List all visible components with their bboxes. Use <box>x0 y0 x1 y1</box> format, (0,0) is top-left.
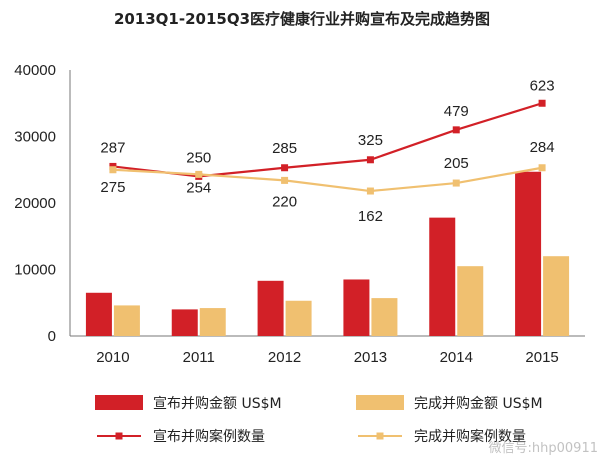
bar-announced-2010 <box>85 292 112 336</box>
legend-label: 宣布并购案例数量 <box>153 428 265 445</box>
watermark: 微信号:hhp00911 <box>489 441 598 456</box>
x-tick-label: 2014 <box>440 349 473 366</box>
completed-count-label: 220 <box>272 193 297 210</box>
chart-title: 2013Q1-2015Q3医疗健康行业并购宣布及完成趋势图 <box>113 10 491 28</box>
completed-count-point-2015 <box>538 164 546 172</box>
bar-announced-2014 <box>429 217 456 336</box>
legend-swatch <box>356 395 404 410</box>
completed-count-line <box>112 166 543 193</box>
completed-count-point-2013 <box>366 187 374 195</box>
y-tick-label: 0 <box>48 328 56 345</box>
announced-count-label: 479 <box>444 103 469 120</box>
y-tick-label: 10000 <box>14 262 56 279</box>
x-tick-label: 2015 <box>525 349 558 366</box>
completed-count-point-2011 <box>195 170 203 178</box>
completed-count-point-2010 <box>109 166 117 174</box>
x-tick-label: 2011 <box>183 349 215 366</box>
completed-count-point-2012 <box>281 176 289 184</box>
bar-announced-2013 <box>343 279 370 336</box>
announced-count-label: 250 <box>186 149 211 166</box>
legend-label: 完成并购案例数量 <box>414 428 526 445</box>
announced-count-point-2015 <box>538 99 546 107</box>
announced-count-label: 325 <box>358 132 383 149</box>
completed-count-label: 254 <box>186 179 211 196</box>
x-tick-label: 2010 <box>96 349 129 366</box>
completed-count-label: 162 <box>358 208 383 225</box>
announced-count-point-2014 <box>452 126 460 134</box>
legend-label: 宣布并购金额 US$M <box>153 396 282 412</box>
bar-announced-2015 <box>515 171 542 336</box>
legend-swatch <box>95 395 143 410</box>
bar-completed-2015 <box>543 256 570 336</box>
announced-count-label: 285 <box>272 140 297 157</box>
legend-label: 完成并购金额 US$M <box>414 396 543 412</box>
y-tick-label: 30000 <box>14 129 56 146</box>
bar-announced-2012 <box>257 280 284 336</box>
completed-count-label: 284 <box>530 139 555 156</box>
bar-completed-2011 <box>199 308 226 336</box>
legend-marker <box>115 432 123 440</box>
x-tick-label: 2012 <box>268 349 301 366</box>
bar-announced-2011 <box>171 309 198 336</box>
y-tick-label: 40000 <box>14 62 56 79</box>
y-tick-label: 20000 <box>14 195 56 212</box>
announced-count-label: 623 <box>530 77 555 94</box>
bar-completed-2012 <box>285 300 312 336</box>
completed-count-label: 275 <box>100 179 125 196</box>
completed-count-point-2014 <box>452 179 460 187</box>
announced-count-point-2012 <box>281 164 289 172</box>
announced-count-line <box>112 102 543 178</box>
legend-marker <box>376 432 384 440</box>
announced-count-point-2013 <box>366 156 374 164</box>
completed-count-label: 205 <box>444 155 469 172</box>
bar-completed-2014 <box>457 266 484 336</box>
bar-completed-2013 <box>371 298 398 336</box>
bar-completed-2010 <box>113 305 140 336</box>
x-tick-label: 2013 <box>354 349 387 366</box>
announced-count-label: 287 <box>100 139 125 156</box>
